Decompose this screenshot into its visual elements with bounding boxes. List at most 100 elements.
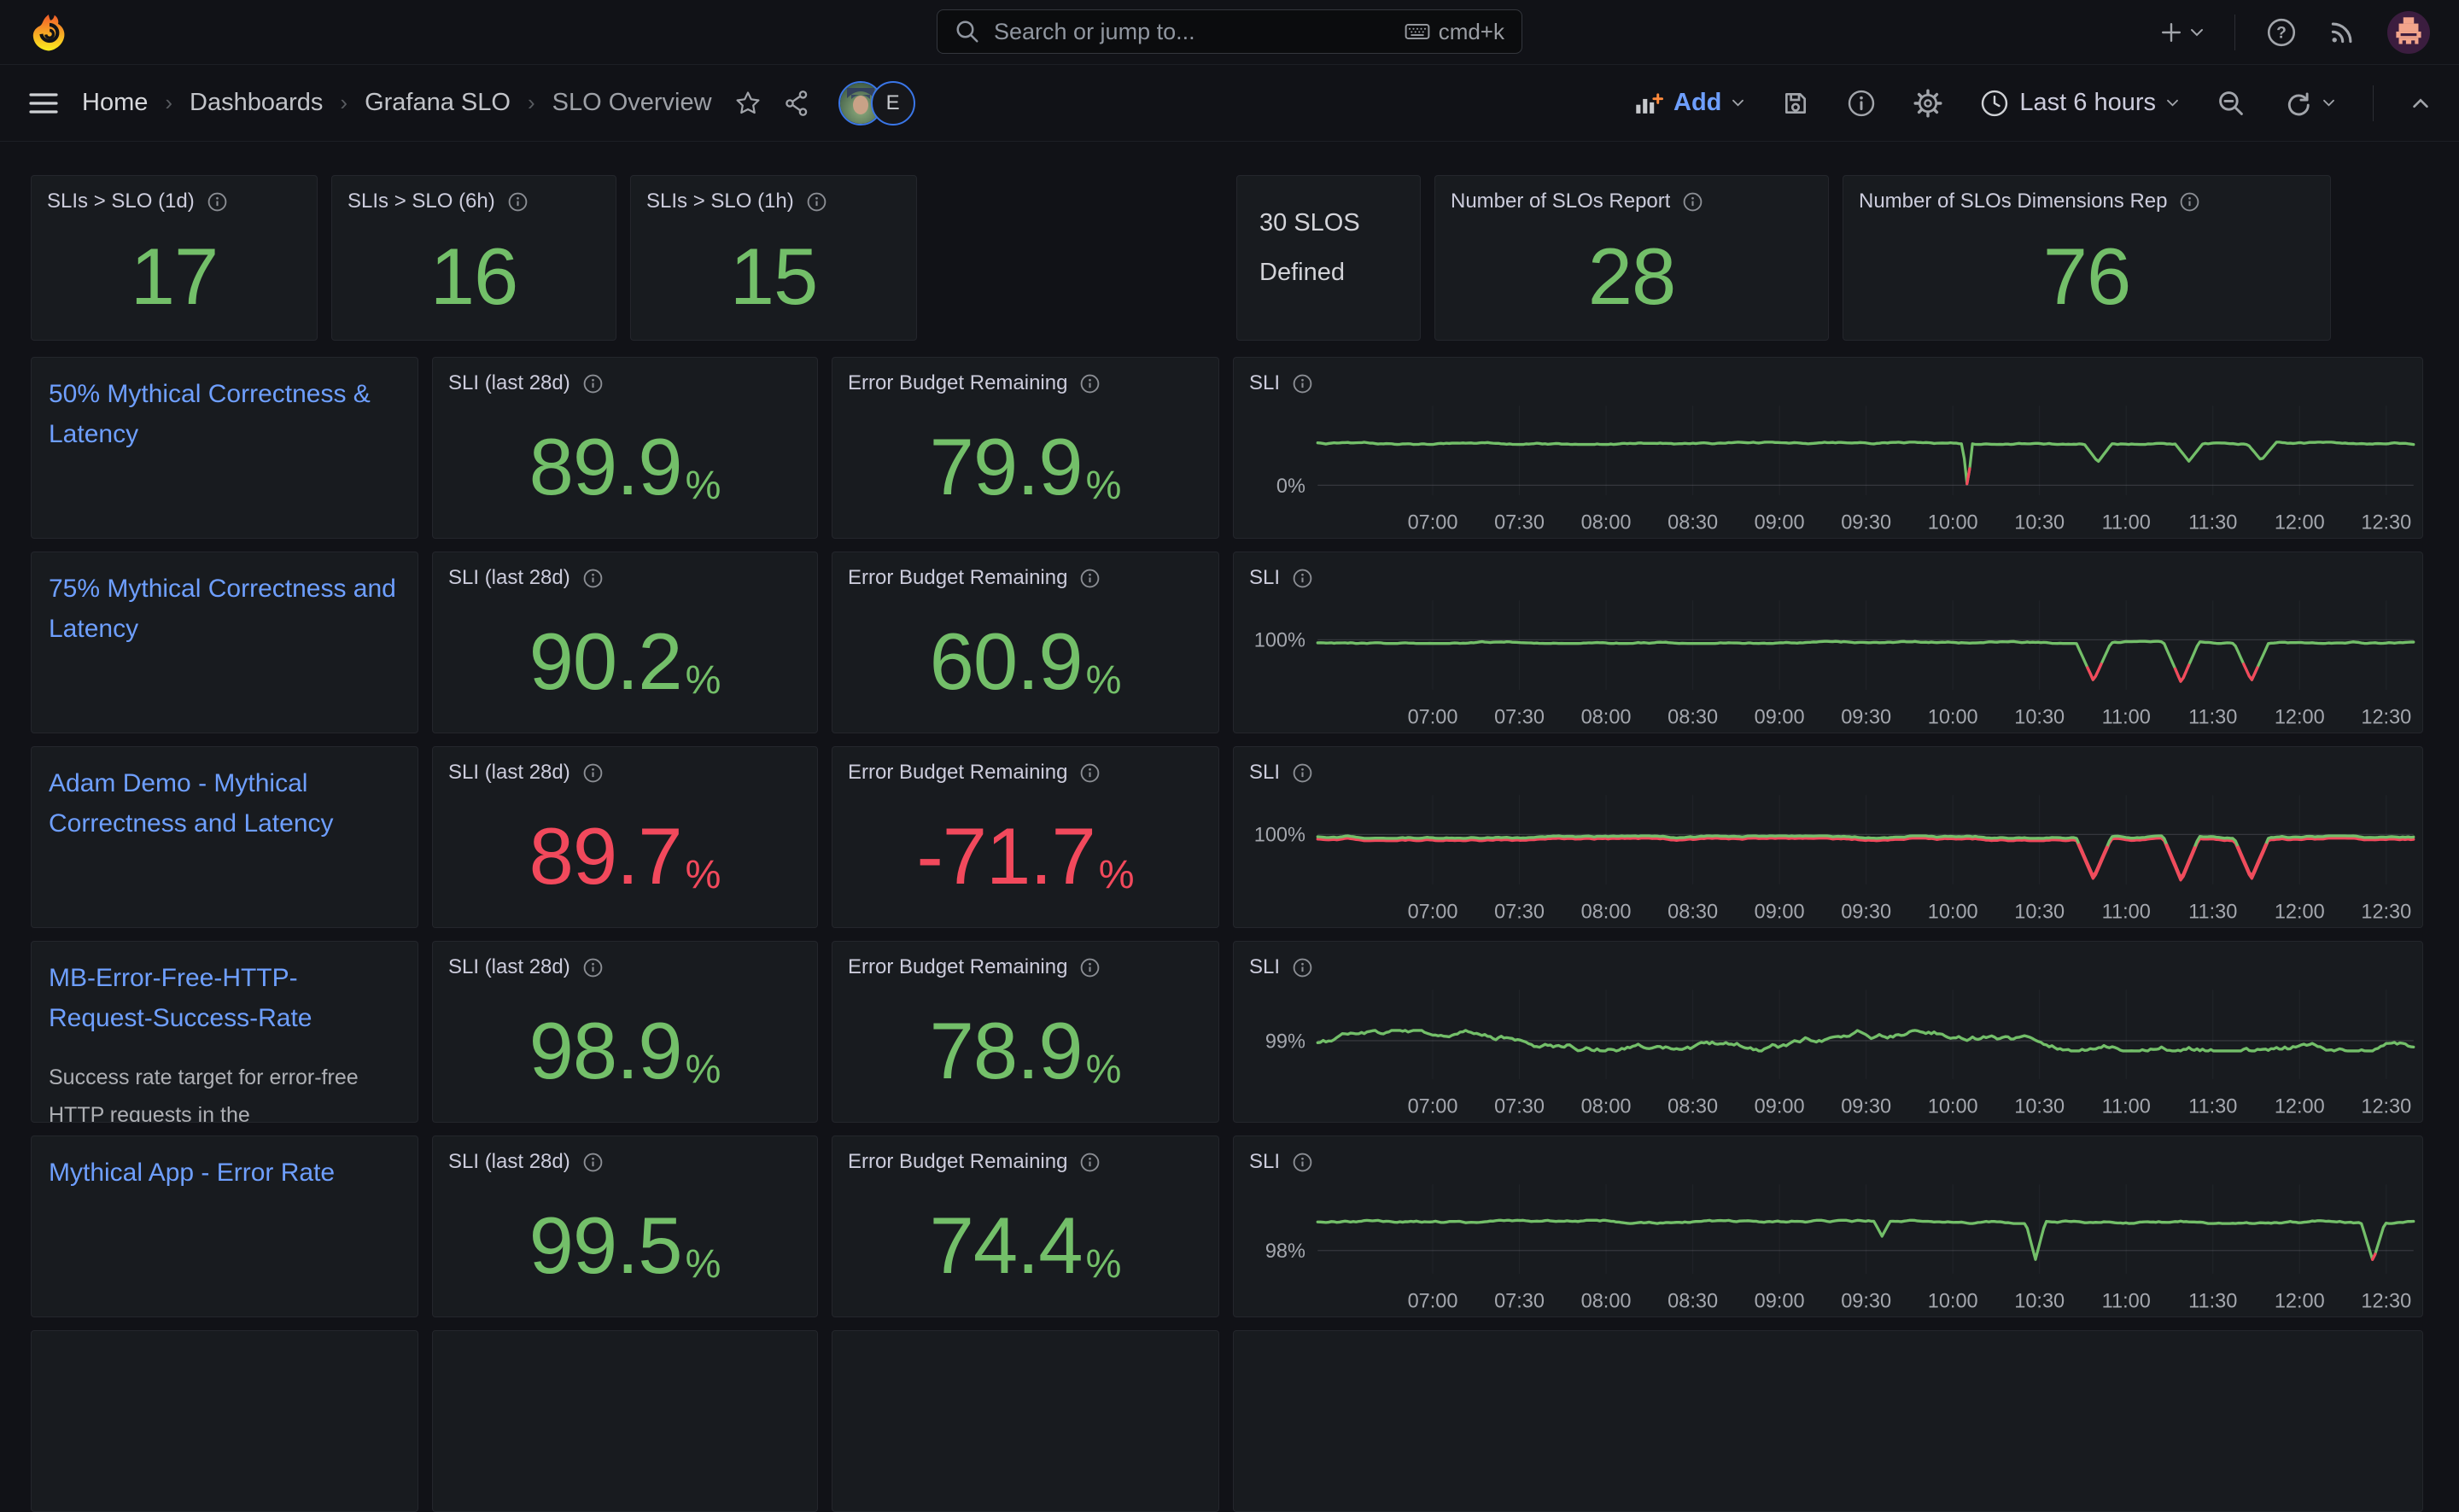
- svg-text:11:30: 11:30: [2188, 705, 2237, 728]
- slo-name-link[interactable]: 50% Mythical Correctness & Latency: [49, 380, 371, 448]
- svg-text:09:00: 09:00: [1755, 1095, 1805, 1118]
- panel-title: Error Budget Remaining: [848, 761, 1068, 784]
- sli-chart[interactable]: 07:00 07:30 08:00 08:30 09:00 09:30 10:00 10:30…: [1234, 595, 2422, 729]
- sli-timeseries-panel: SLI 07:00 07:30 08:00 08:30 09:00 09:30 10:00 1…: [1233, 941, 2423, 1123]
- panel-slos-defined: 30 SLOS Defined: [1236, 175, 1421, 341]
- search-input[interactable]: Search or jump to... cmd+k: [937, 9, 1522, 54]
- presence-avatar-letter[interactable]: E: [870, 80, 915, 126]
- dashboard-insights-icon[interactable]: [1847, 89, 1876, 118]
- info-icon[interactable]: [1079, 373, 1101, 394]
- svg-text:12:30: 12:30: [2361, 511, 2411, 534]
- sli-chart[interactable]: 07:00 07:30 08:00 08:30 09:00 09:30 10:00 10:30…: [1234, 984, 2422, 1118]
- slo-row: MB-Error-Free-HTTP-Request-Success-Rate …: [31, 941, 2423, 1123]
- panel-slis-slo-6h: SLIs > SLO (6h) 16: [331, 175, 616, 341]
- grafana-logo[interactable]: [29, 13, 68, 52]
- chevron-down-icon: [2190, 27, 2204, 38]
- info-icon[interactable]: [1079, 568, 1101, 589]
- slo-name-link[interactable]: Mythical App - Error Rate: [49, 1159, 336, 1187]
- svg-text:08:30: 08:30: [1668, 1289, 1718, 1312]
- share-icon[interactable]: [784, 90, 809, 117]
- info-icon[interactable]: [806, 191, 827, 213]
- stat-value: 76: [2042, 231, 2132, 321]
- svg-text:10:00: 10:00: [1928, 900, 1978, 923]
- svg-text:98%: 98%: [1265, 1240, 1305, 1263]
- svg-text:0%: 0%: [1276, 475, 1305, 498]
- panel-title: SLI: [1249, 566, 1281, 589]
- svg-text:10:00: 10:00: [1928, 705, 1978, 728]
- zoom-out-time-icon[interactable]: [2217, 89, 2246, 118]
- info-icon[interactable]: [582, 957, 604, 978]
- add-label: Add: [1673, 89, 1722, 116]
- star-icon[interactable]: [734, 90, 762, 117]
- menu-hamburger-icon[interactable]: [29, 92, 58, 114]
- info-icon[interactable]: [1292, 1152, 1313, 1173]
- sli-chart[interactable]: 07:00 07:30 08:00 08:30 09:00 09:30 10:00 10:30…: [1234, 790, 2422, 924]
- refresh-button[interactable]: [2283, 89, 2335, 118]
- sli-unit: %: [685, 656, 721, 702]
- breadcrumb-separator: ›: [527, 90, 535, 115]
- stat-value: 28: [1587, 231, 1677, 321]
- sli-chart[interactable]: 07:00 07:30 08:00 08:30 09:00 09:30 10:00 10:30…: [1234, 400, 2422, 534]
- svg-text:11:00: 11:00: [2102, 511, 2151, 534]
- breadcrumb-dashboards[interactable]: Dashboards: [190, 89, 324, 116]
- info-icon[interactable]: [507, 191, 529, 213]
- info-icon[interactable]: [1079, 1152, 1101, 1173]
- breadcrumb-current: SLO Overview: [552, 89, 712, 116]
- info-icon[interactable]: [2179, 191, 2200, 213]
- new-menu-button[interactable]: [2161, 22, 2204, 43]
- slo-name-link[interactable]: 75% Mythical Correctness and Latency: [49, 575, 396, 643]
- svg-text:11:30: 11:30: [2188, 1095, 2237, 1118]
- user-avatar[interactable]: [2387, 10, 2430, 54]
- collapse-up-icon[interactable]: [2411, 96, 2430, 109]
- breadcrumb-home[interactable]: Home: [82, 89, 149, 116]
- error-budget-value: 60.9: [929, 616, 1083, 706]
- svg-text:11:00: 11:00: [2102, 1095, 2151, 1118]
- info-icon[interactable]: [207, 191, 228, 213]
- info-icon[interactable]: [582, 762, 604, 784]
- slo-link-panel: Adam Demo - Mythical Correctness and Lat…: [31, 746, 418, 928]
- dashboard-toolbar: Home › Dashboards › Grafana SLO › SLO Ov…: [0, 65, 2459, 142]
- help-icon[interactable]: ?: [2266, 17, 2297, 48]
- svg-text:07:30: 07:30: [1494, 1095, 1545, 1118]
- info-icon[interactable]: [582, 1152, 604, 1173]
- info-icon[interactable]: [1292, 568, 1313, 589]
- sli-value: 89.9: [529, 421, 683, 511]
- error-budget-unit: %: [1085, 656, 1122, 702]
- info-icon[interactable]: [1292, 373, 1313, 394]
- save-dashboard-icon[interactable]: [1782, 90, 1809, 117]
- svg-text:08:00: 08:00: [1581, 1095, 1632, 1118]
- news-rss-icon[interactable]: [2328, 18, 2357, 47]
- info-icon[interactable]: [1292, 762, 1313, 784]
- panel-title: SLIs > SLO (1d): [47, 190, 195, 213]
- slo-name-link[interactable]: MB-Error-Free-HTTP-Request-Success-Rate: [49, 964, 312, 1032]
- svg-text:09:00: 09:00: [1755, 1289, 1805, 1312]
- error-budget-unit: %: [1085, 1045, 1122, 1091]
- info-icon[interactable]: [1079, 957, 1101, 978]
- panel-title: Error Budget Remaining: [848, 566, 1068, 589]
- info-icon[interactable]: [1292, 957, 1313, 978]
- sli-timeseries-panel: SLI 07:00 07:30 08:00 08:30 09:00 09:30 10:00 1…: [1233, 552, 2423, 733]
- svg-text:09:00: 09:00: [1755, 705, 1805, 728]
- slo-name-link[interactable]: Adam Demo - Mythical Correctness and Lat…: [49, 769, 334, 838]
- info-icon[interactable]: [582, 568, 604, 589]
- info-icon[interactable]: [1079, 762, 1101, 784]
- time-range-picker[interactable]: Last 6 hours: [1980, 89, 2179, 118]
- breadcrumb-separator: ›: [340, 90, 348, 115]
- svg-text:09:00: 09:00: [1755, 511, 1805, 534]
- slo-row: 75% Mythical Correctness and Latency SLI…: [31, 552, 2423, 733]
- svg-text:07:30: 07:30: [1494, 511, 1545, 534]
- svg-text:10:30: 10:30: [2014, 705, 2065, 728]
- sli-chart[interactable]: 07:00 07:30 08:00 08:30 09:00 09:30 10:00 10:30…: [1234, 1179, 2422, 1313]
- svg-text:08:00: 08:00: [1581, 900, 1632, 923]
- presence-avatars[interactable]: E: [838, 80, 915, 126]
- panel: [1233, 1330, 2423, 1512]
- add-panel-button[interactable]: Add: [1634, 89, 1744, 117]
- svg-text:11:30: 11:30: [2188, 900, 2237, 923]
- info-icon[interactable]: [1682, 191, 1703, 213]
- search-icon: [955, 19, 980, 44]
- breadcrumb-folder[interactable]: Grafana SLO: [365, 89, 511, 116]
- dashboard-settings-icon[interactable]: [1913, 88, 1942, 118]
- info-icon[interactable]: [582, 373, 604, 394]
- svg-text:11:00: 11:00: [2102, 900, 2151, 923]
- svg-text:99%: 99%: [1265, 1030, 1305, 1053]
